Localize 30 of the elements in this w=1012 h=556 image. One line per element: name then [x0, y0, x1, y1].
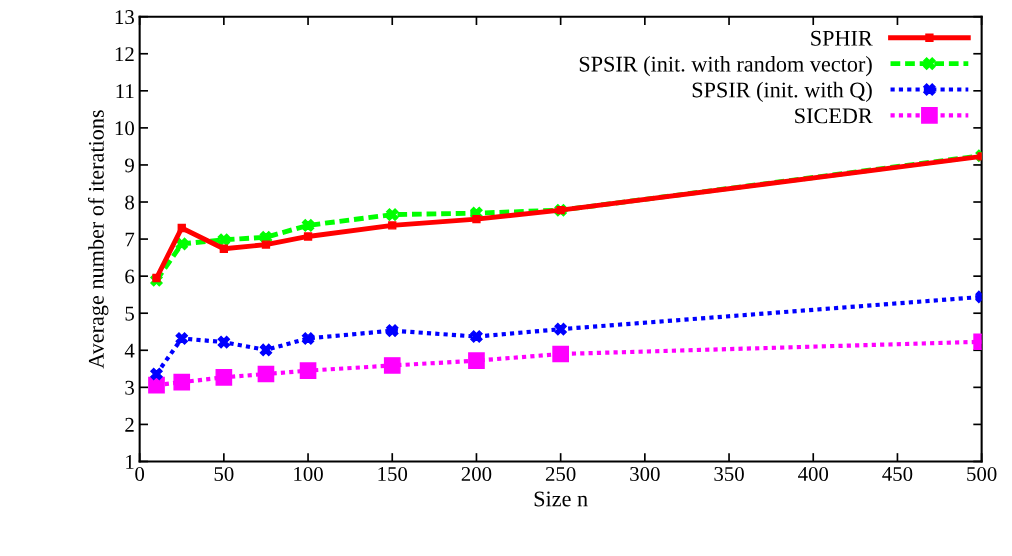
legend-label: SPSIR (init. with Q) — [692, 81, 872, 102]
x-tick-label: 250 — [545, 466, 576, 481]
y-tick-label: 9 — [125, 158, 134, 173]
y-tick-label: 12 — [115, 47, 134, 61]
legend-label: SICEDR — [795, 108, 873, 124]
y-tick-label: 13 — [115, 10, 134, 25]
legend-label: SPSIR (init. with random vector) — [579, 55, 872, 77]
x-tick-label: 400 — [798, 466, 829, 481]
x-tick-label: 0 — [135, 466, 145, 481]
y-tick-label: 11 — [116, 84, 134, 99]
y-axis-title: Average number of iterations — [87, 110, 109, 369]
x-tick-label: 500 — [967, 466, 997, 481]
y-tick-label: 3 — [125, 380, 134, 395]
x-tick-label: 100 — [294, 466, 323, 481]
x-tick-label: 300 — [630, 466, 660, 481]
y-tick-label: 2 — [125, 417, 134, 432]
x-tick-label: 350 — [714, 466, 744, 481]
y-tick-label: 8 — [125, 195, 134, 210]
y-tick-label: 10 — [115, 121, 134, 136]
x-axis-title: Size n — [534, 491, 588, 507]
x-tick-label: 50 — [214, 466, 234, 481]
x-tick-label: 200 — [461, 466, 492, 481]
y-tick-label: 4 — [124, 343, 135, 358]
y-tick-label: 1 — [126, 454, 134, 469]
y-tick-label: 5 — [125, 306, 134, 321]
x-tick-label: 150 — [378, 466, 408, 481]
x-tick-label: 450 — [882, 466, 913, 481]
y-tick-label: 6 — [125, 269, 135, 284]
legend-label: SPHIR — [811, 30, 873, 46]
y-tick-label: 7 — [125, 232, 135, 247]
